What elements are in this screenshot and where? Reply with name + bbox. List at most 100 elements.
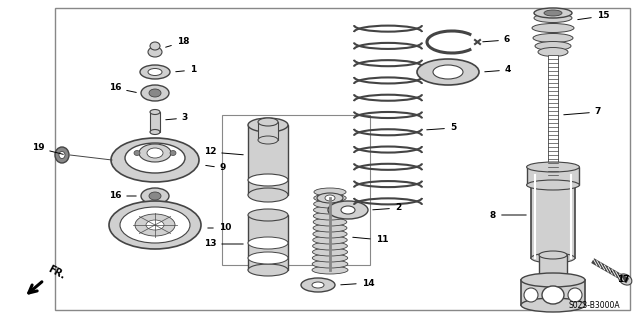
Text: 2: 2 [372, 204, 401, 212]
Ellipse shape [248, 188, 288, 202]
Ellipse shape [417, 59, 479, 85]
Ellipse shape [533, 33, 573, 42]
Ellipse shape [317, 193, 343, 203]
Bar [248, 215, 288, 270]
Ellipse shape [139, 144, 171, 162]
Ellipse shape [313, 230, 347, 238]
Ellipse shape [532, 24, 574, 33]
Ellipse shape [328, 201, 368, 219]
Text: 9: 9 [205, 164, 226, 173]
Ellipse shape [150, 130, 160, 135]
Bar [248, 125, 288, 195]
Ellipse shape [619, 274, 632, 285]
Ellipse shape [141, 85, 169, 101]
Text: 8: 8 [490, 211, 526, 219]
Ellipse shape [534, 13, 572, 23]
Text: 4: 4 [484, 65, 511, 75]
Ellipse shape [314, 188, 346, 196]
Ellipse shape [433, 65, 463, 79]
Ellipse shape [55, 147, 69, 163]
Ellipse shape [325, 195, 335, 201]
Ellipse shape [313, 236, 348, 244]
Text: S023-B3000A: S023-B3000A [568, 301, 620, 310]
Text: 3: 3 [166, 114, 188, 122]
Text: 14: 14 [340, 278, 374, 287]
Text: 12: 12 [204, 147, 243, 157]
Ellipse shape [521, 273, 585, 287]
Text: 5: 5 [427, 123, 456, 132]
Ellipse shape [140, 65, 170, 79]
Ellipse shape [544, 10, 562, 16]
Text: 11: 11 [353, 235, 388, 244]
Ellipse shape [150, 42, 160, 50]
Ellipse shape [59, 152, 65, 159]
Text: 13: 13 [204, 240, 243, 249]
Ellipse shape [341, 206, 355, 214]
Text: FR.: FR. [46, 264, 67, 281]
Ellipse shape [539, 251, 567, 259]
Text: 16: 16 [109, 191, 136, 201]
Ellipse shape [248, 237, 288, 249]
Text: 10: 10 [208, 224, 231, 233]
Bar [521, 280, 585, 305]
Ellipse shape [109, 201, 201, 249]
Ellipse shape [312, 260, 348, 268]
Ellipse shape [314, 212, 347, 220]
Ellipse shape [150, 109, 160, 115]
Ellipse shape [134, 151, 140, 155]
Ellipse shape [146, 220, 164, 230]
Text: 1: 1 [176, 65, 196, 75]
Bar [548, 55, 558, 175]
Ellipse shape [535, 41, 571, 50]
Ellipse shape [248, 174, 288, 186]
Bar [539, 255, 567, 280]
Ellipse shape [534, 8, 572, 18]
Ellipse shape [524, 288, 538, 302]
Bar [222, 115, 370, 265]
Ellipse shape [527, 180, 579, 190]
Ellipse shape [313, 218, 347, 226]
Ellipse shape [148, 69, 162, 76]
Ellipse shape [141, 188, 169, 204]
Ellipse shape [149, 192, 161, 200]
Bar [258, 122, 278, 140]
Ellipse shape [542, 286, 564, 304]
Ellipse shape [312, 248, 348, 256]
Text: 18: 18 [166, 38, 189, 47]
Ellipse shape [312, 282, 324, 288]
Bar [150, 112, 160, 132]
Ellipse shape [111, 138, 199, 182]
Ellipse shape [125, 143, 185, 173]
Text: 17: 17 [611, 271, 629, 285]
Ellipse shape [539, 276, 567, 284]
Bar [55, 8, 630, 310]
Text: 15: 15 [578, 11, 609, 20]
Ellipse shape [248, 252, 288, 264]
Ellipse shape [531, 170, 575, 180]
Ellipse shape [521, 298, 585, 312]
Ellipse shape [314, 200, 346, 208]
Ellipse shape [258, 136, 278, 144]
Ellipse shape [314, 206, 346, 214]
Ellipse shape [120, 207, 190, 243]
Ellipse shape [170, 151, 176, 155]
Text: 6: 6 [483, 35, 510, 44]
Bar [531, 175, 575, 258]
Text: 19: 19 [32, 144, 63, 154]
Ellipse shape [531, 253, 575, 263]
Ellipse shape [248, 264, 288, 276]
Ellipse shape [148, 47, 162, 57]
Ellipse shape [301, 278, 335, 292]
Ellipse shape [248, 209, 288, 221]
Text: 16: 16 [109, 84, 136, 93]
Ellipse shape [568, 288, 582, 302]
Ellipse shape [314, 194, 346, 202]
Bar [527, 167, 579, 185]
Ellipse shape [312, 254, 348, 262]
Ellipse shape [248, 118, 288, 132]
Ellipse shape [135, 214, 175, 236]
Ellipse shape [312, 266, 348, 274]
Ellipse shape [258, 118, 278, 126]
Ellipse shape [538, 48, 568, 56]
Ellipse shape [527, 162, 579, 172]
